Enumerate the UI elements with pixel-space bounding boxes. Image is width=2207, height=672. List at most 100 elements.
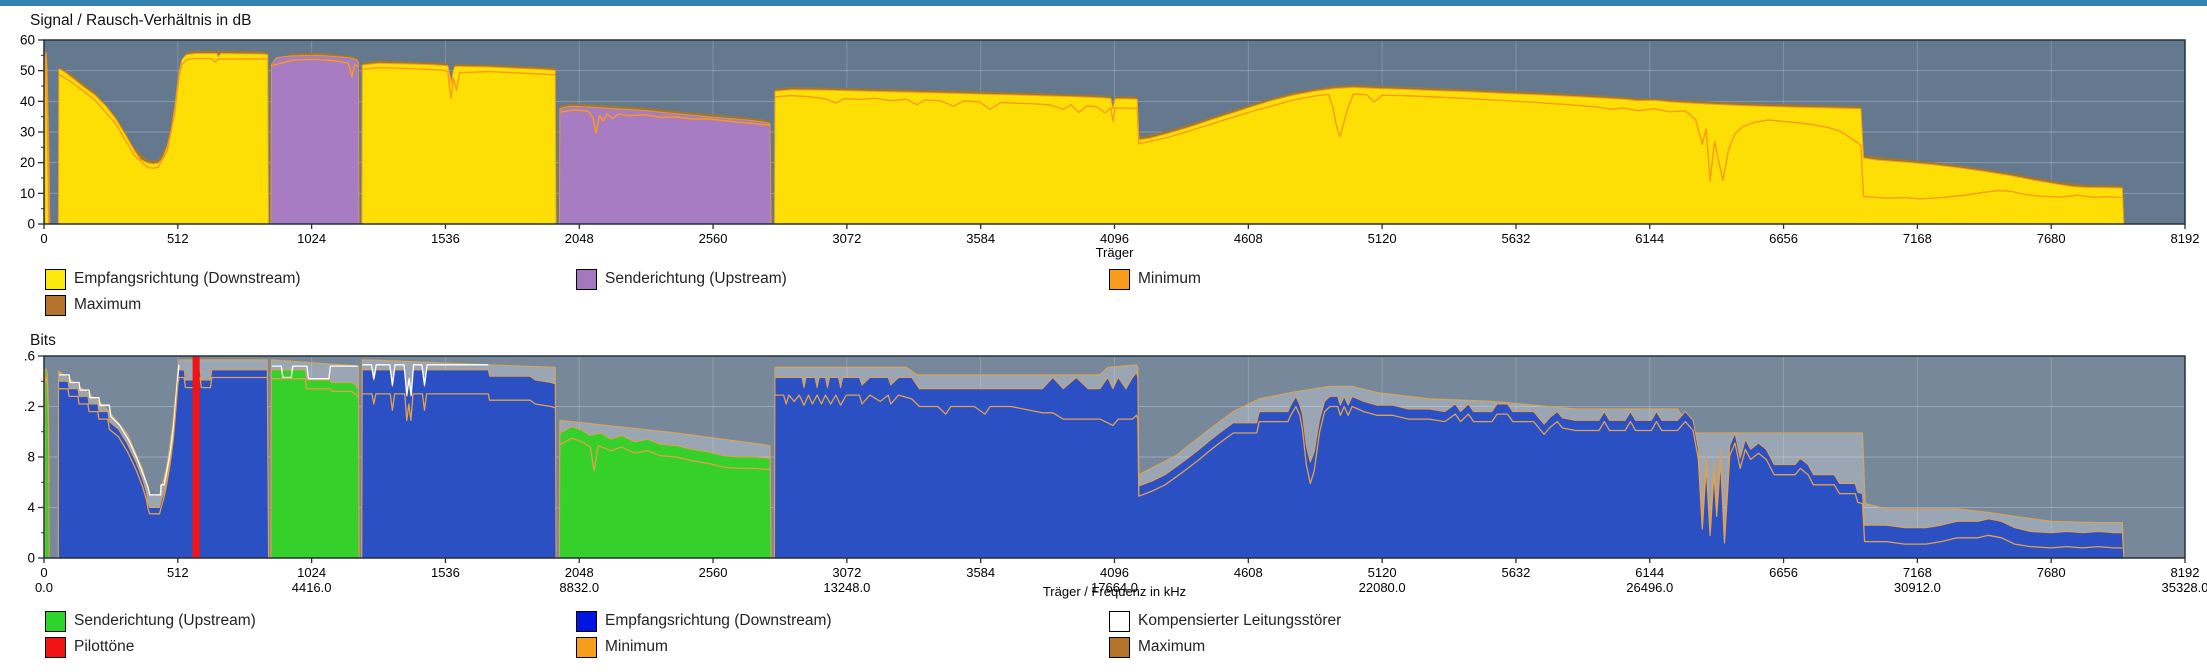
legend-row: Maximum (45, 292, 2185, 318)
legend-swatch (45, 636, 66, 658)
svg-text:1024: 1024 (297, 231, 326, 246)
svg-text:40: 40 (20, 94, 35, 109)
upstream-snr-layer (43, 51, 772, 225)
svg-text:22080.0: 22080.0 (1359, 580, 1406, 595)
legend-row: Pilottöne Minimum Maximum (45, 634, 2185, 660)
legend-swatch (1109, 610, 1130, 632)
svg-text:5120: 5120 (1368, 565, 1397, 580)
svg-text:4416.0: 4416.0 (292, 580, 332, 595)
svg-text:6144: 6144 (1635, 231, 1664, 246)
svg-text:35328.0: 35328.0 (2162, 580, 2207, 595)
svg-text:10: 10 (20, 186, 35, 201)
svg-text:3072: 3072 (832, 231, 861, 246)
svg-text:Träger / Frequenz in kHz: Träger / Frequenz in kHz (1043, 584, 1186, 599)
svg-text:3584: 3584 (966, 231, 995, 246)
legend-item: Maximum (1109, 636, 2185, 658)
svg-text:0: 0 (40, 231, 47, 246)
legend-label: Senderichtung (Upstream) (74, 612, 256, 629)
svg-text:4608: 4608 (1234, 565, 1263, 580)
svg-text:1024: 1024 (297, 565, 326, 580)
legend-swatch (45, 268, 66, 290)
legend-item: Maximum (45, 294, 576, 316)
svg-text:0.0: 0.0 (35, 580, 53, 595)
legend-item: Senderichtung (Upstream) (45, 610, 576, 632)
snr-chart-legend: Empfangsrichtung (Downstream) Senderichtu… (45, 266, 2185, 318)
svg-text:60: 60 (20, 33, 35, 48)
legend-item: Minimum (1109, 268, 2185, 290)
legend-swatch (576, 636, 597, 658)
legend-label: Senderichtung (Upstream) (605, 270, 787, 287)
svg-text:1536: 1536 (431, 231, 460, 246)
legend-item: Empfangsrichtung (Downstream) (576, 610, 1109, 632)
legend-row: Senderichtung (Upstream) Empfangsrichtung… (45, 608, 2185, 634)
svg-text:20: 20 (20, 155, 35, 170)
svg-text:1536: 1536 (431, 565, 460, 580)
svg-text:512: 512 (167, 565, 189, 580)
svg-text:Träger: Träger (1096, 245, 1134, 260)
legend-swatch (1109, 268, 1130, 290)
legend-label: Maximum (74, 296, 142, 313)
svg-text:2048: 2048 (565, 231, 594, 246)
svg-text:7680: 7680 (2037, 231, 2066, 246)
svg-text:26496.0: 26496.0 (1626, 580, 1673, 595)
legend-item: Kompensierter Leitungsstörer (1109, 610, 2185, 632)
legend-swatch (45, 294, 66, 316)
svg-text:6656: 6656 (1769, 565, 1798, 580)
svg-text:0: 0 (27, 551, 35, 566)
svg-text:7168: 7168 (1903, 565, 1932, 580)
svg-text:4: 4 (27, 500, 35, 515)
minimum-layer (43, 57, 2123, 200)
svg-text:8: 8 (27, 450, 35, 465)
legend-label: Minimum (1138, 270, 1201, 287)
legend-label: Minimum (605, 638, 668, 655)
svg-text:0: 0 (40, 565, 47, 580)
svg-text:0: 0 (27, 217, 35, 232)
svg-text:8192: 8192 (2171, 231, 2200, 246)
svg-text:6656: 6656 (1769, 231, 1798, 246)
bits-chart-plot: 0 512 1024 1536 2048 2560 3072 3584 4096 4608 5120… (24, 349, 2207, 600)
downstream-bits-layer (57, 369, 2125, 559)
svg-text:17664.0: 17664.0 (1091, 580, 1138, 595)
bits-chart-title: Bits (30, 332, 56, 349)
svg-text:2560: 2560 (699, 565, 728, 580)
legend-item: Senderichtung (Upstream) (576, 268, 1109, 290)
svg-text:30912.0: 30912.0 (1894, 580, 1941, 595)
svg-text:4608: 4608 (1234, 231, 1263, 246)
legend-label: Kompensierter Leitungsstörer (1138, 612, 1342, 629)
svg-text:.2: .2 (24, 399, 35, 414)
svg-text:13248.0: 13248.0 (823, 580, 870, 595)
svg-text:2048: 2048 (565, 565, 594, 580)
svg-text:7168: 7168 (1903, 231, 1932, 246)
top-accent-bar (0, 0, 2207, 6)
upstream-bits-layer (44, 368, 772, 559)
svg-text:4096: 4096 (1100, 231, 1129, 246)
svg-text:5632: 5632 (1501, 231, 1530, 246)
svg-text:30: 30 (20, 125, 35, 140)
svg-text:8192: 8192 (2171, 565, 2200, 580)
svg-text:2560: 2560 (699, 231, 728, 246)
svg-text:5120: 5120 (1368, 231, 1397, 246)
legend-label: Maximum (1138, 638, 1206, 655)
legend-swatch (576, 268, 597, 290)
snr-chart-plot: 0 512 1024 1536 2048 2560 3072 3584 4096 4608 5120… (20, 33, 2199, 261)
svg-text:.6: .6 (24, 349, 35, 364)
svg-text:3072: 3072 (832, 565, 861, 580)
legend-row: Empfangsrichtung (Downstream) Senderichtu… (45, 266, 2185, 292)
svg-text:4096: 4096 (1100, 565, 1129, 580)
svg-text:8832.0: 8832.0 (559, 580, 599, 595)
svg-text:7680: 7680 (2037, 565, 2066, 580)
legend-swatch (1109, 636, 1130, 658)
legend-swatch (576, 610, 597, 632)
legend-item: Empfangsrichtung (Downstream) (45, 268, 576, 290)
snr-chart-title: Signal / Rausch-Verhältnis in dB (30, 12, 252, 29)
svg-text:512: 512 (167, 231, 189, 246)
legend-label: Pilottöne (74, 638, 135, 655)
legend-item: Minimum (576, 636, 1109, 658)
kompensierter-leitungsstoerer-layer (59, 364, 489, 496)
legend-swatch (45, 610, 66, 632)
bits-chart-legend: Senderichtung (Upstream) Empfangsrichtung… (45, 608, 2185, 660)
pilottoene-layer (192, 356, 200, 558)
legend-item: Pilottöne (45, 636, 576, 658)
